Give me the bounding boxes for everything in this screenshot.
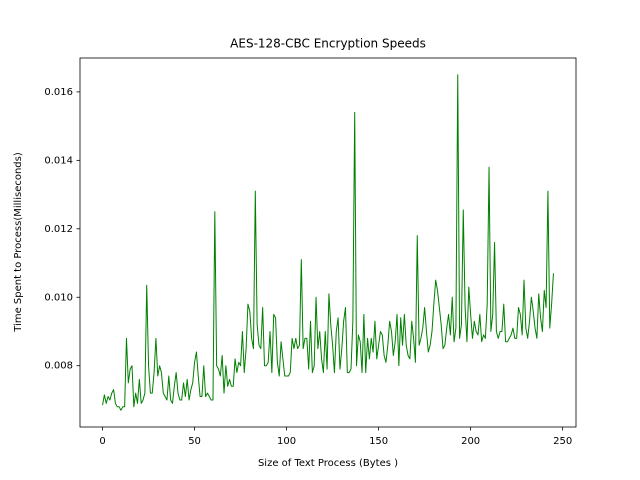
y-tick-label: 0.010 — [44, 292, 73, 303]
x-tick-label: 200 — [461, 436, 480, 447]
plot-frame — [79, 57, 577, 428]
y-tick-label: 0.016 — [44, 87, 73, 98]
x-tick-label: 250 — [553, 436, 572, 447]
chart-title: AES-128-CBC Encryption Speeds — [230, 37, 426, 51]
x-tick-label: 50 — [188, 436, 201, 447]
series-line — [102, 74, 554, 411]
y-tick-label: 0.008 — [44, 361, 73, 372]
x-tick-label: 150 — [369, 436, 388, 447]
y-tick-label: 0.014 — [44, 155, 73, 166]
x-axis-label: Size of Text Process (Bytes ) — [258, 458, 398, 469]
y-tick-label: 0.012 — [44, 224, 73, 235]
x-tick-label: 100 — [277, 436, 296, 447]
y-axis-label: Time Spent to Process(Milliseconds) — [13, 152, 24, 333]
x-tick-label: 0 — [99, 436, 105, 447]
